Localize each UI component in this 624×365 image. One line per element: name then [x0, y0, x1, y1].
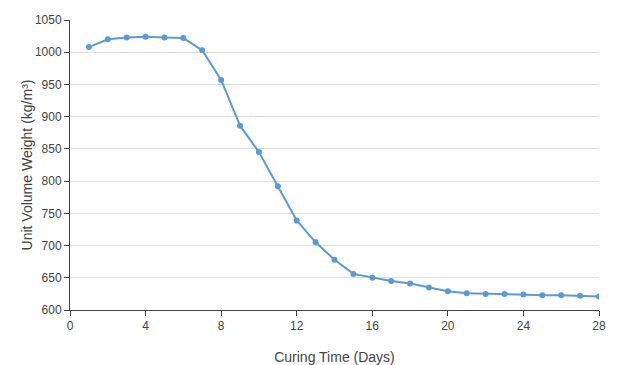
svg-text:0: 0 [67, 319, 74, 333]
svg-text:850: 850 [42, 142, 62, 156]
svg-text:20: 20 [441, 319, 455, 333]
svg-text:4: 4 [142, 319, 149, 333]
svg-text:900: 900 [42, 110, 62, 124]
svg-text:1000: 1000 [35, 45, 62, 59]
svg-text:1050: 1050 [35, 13, 62, 27]
svg-text:650: 650 [42, 271, 62, 285]
svg-text:950: 950 [42, 78, 62, 92]
svg-text:28: 28 [592, 319, 606, 333]
svg-text:24: 24 [517, 319, 531, 333]
svg-text:Unit Volume Weight (kg/m³): Unit Volume Weight (kg/m³) [19, 80, 35, 251]
svg-text:700: 700 [42, 239, 62, 253]
svg-text:16: 16 [366, 319, 380, 333]
svg-text:8: 8 [218, 319, 225, 333]
svg-text:800: 800 [42, 174, 62, 188]
svg-text:600: 600 [42, 303, 62, 317]
svg-text:750: 750 [42, 207, 62, 221]
svg-text:Curing Time (Days): Curing Time (Days) [274, 349, 395, 365]
svg-text:12: 12 [290, 319, 304, 333]
